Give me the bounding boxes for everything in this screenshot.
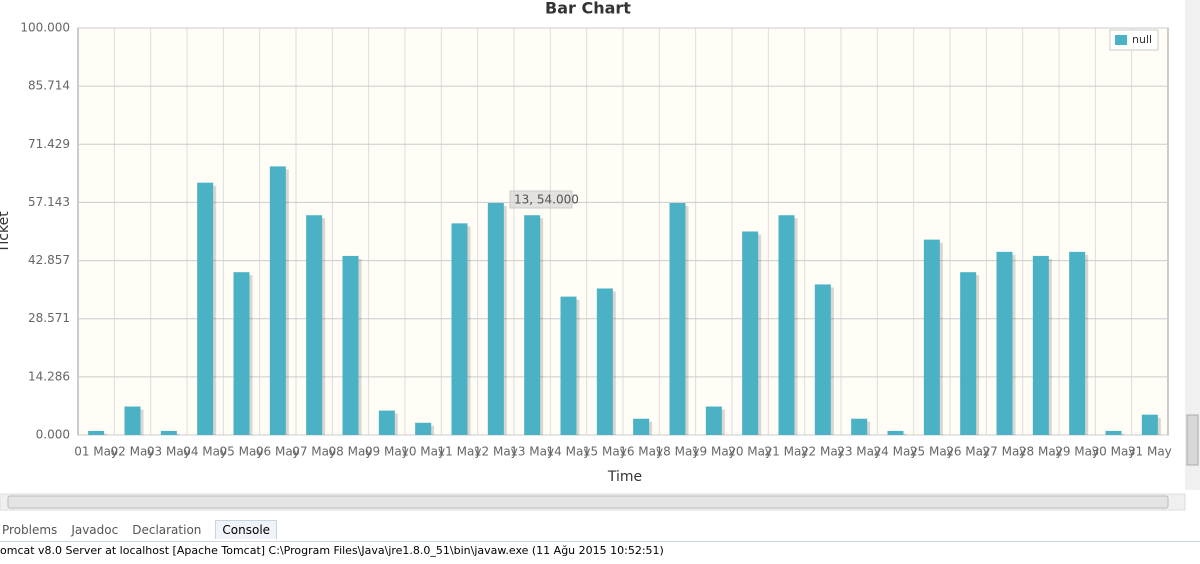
- x-tick-label: 18 May: [656, 445, 700, 459]
- x-tick-label: 27 May: [983, 445, 1027, 459]
- vertical-scroll-thumb[interactable]: [1186, 414, 1199, 466]
- tooltip-box: [509, 190, 573, 209]
- bar: [596, 288, 613, 435]
- x-tick-label: 14 May: [547, 445, 591, 459]
- chart: Bar Chart Time Ticket 0.000 14.286 28.571 4…: [0, 0, 1200, 511]
- bar: [960, 272, 977, 435]
- bar: [996, 251, 1013, 435]
- bar: [669, 203, 686, 435]
- y-tick-label: 100.000: [20, 21, 70, 35]
- bar: [378, 410, 395, 435]
- x-tick-label: 01 May: [74, 445, 118, 459]
- bar: [778, 215, 795, 435]
- bar: [742, 231, 759, 435]
- x-tick-label: 13 May: [510, 445, 554, 459]
- vertical-scrollbar[interactable]: [1185, 0, 1200, 490]
- x-tick-label: 03 May: [147, 445, 191, 459]
- y-axis-label: Ticket: [0, 211, 12, 254]
- y-tick-label: 71.429: [28, 137, 70, 151]
- x-tick-label: 02 May: [111, 445, 155, 459]
- bar: [1069, 251, 1086, 435]
- bar: [269, 166, 286, 435]
- bar: [1105, 430, 1122, 435]
- x-tick-label: 31 May: [1128, 445, 1172, 459]
- x-tick-label: 05 May: [220, 445, 264, 459]
- bar: [306, 215, 323, 435]
- x-tick-label: 23 May: [837, 445, 881, 459]
- legend-label: null: [1132, 33, 1152, 46]
- console-line: omcat v8.0 Server at localhost [Apache T…: [0, 544, 664, 557]
- y-tick-label: 14.286: [28, 369, 70, 383]
- bar: [197, 182, 214, 435]
- x-tick-label: 12 May: [474, 445, 518, 459]
- x-tick-label: 16 May: [619, 445, 663, 459]
- x-tick-label: 28 May: [1019, 445, 1063, 459]
- x-tick-label: 25 May: [910, 445, 954, 459]
- bar: [88, 430, 105, 435]
- bar: [524, 215, 541, 435]
- y-tick-label: 85.714: [28, 79, 70, 93]
- bar: [124, 406, 141, 435]
- view-tabs: Problems Javadoc Declaration Console: [0, 518, 1200, 542]
- x-tick-label: 20 May: [728, 445, 772, 459]
- x-tick-label: 15 May: [583, 445, 627, 459]
- x-tick-label: 08 May: [329, 445, 373, 459]
- tab[interactable]: Javadoc: [71, 522, 119, 537]
- y-tick-label: 28.571: [28, 311, 70, 325]
- x-tick-label: 21 May: [765, 445, 809, 459]
- x-tick-label: 06 May: [256, 445, 300, 459]
- tab-active[interactable]: Console: [215, 520, 278, 539]
- bar: [415, 422, 432, 435]
- x-tick-label: 07 May: [292, 445, 336, 459]
- bar: [233, 272, 250, 435]
- x-tick-label: 09 May: [365, 445, 409, 459]
- bar: [1141, 414, 1158, 435]
- x-tick-label: 22 May: [801, 445, 845, 459]
- chart-title: Bar Chart: [545, 0, 631, 18]
- bar: [814, 284, 831, 435]
- tab[interactable]: Declaration: [132, 522, 202, 537]
- bar: [1032, 255, 1049, 435]
- x-tick-label: 04 May: [183, 445, 227, 459]
- bar: [342, 255, 359, 435]
- x-tick-label: 26 May: [946, 445, 990, 459]
- horizontal-scroll-thumb[interactable]: [7, 495, 1169, 509]
- bar: [851, 418, 868, 435]
- y-tick-label: 42.857: [28, 253, 70, 267]
- x-axis-label: Time: [607, 469, 642, 485]
- y-tick-label: 57.143: [28, 195, 70, 209]
- x-tick-label: 10 May: [401, 445, 445, 459]
- bar: [451, 223, 468, 435]
- bar: [705, 406, 722, 435]
- bar: [560, 296, 577, 435]
- bar: [160, 430, 177, 435]
- x-tick-label: 29 May: [1055, 445, 1099, 459]
- bar: [487, 203, 504, 435]
- bar: [923, 239, 940, 435]
- x-tick-label: 11 May: [438, 445, 482, 459]
- x-tick-label: 19 May: [692, 445, 736, 459]
- legend-swatch: [1115, 35, 1127, 45]
- x-tick-label: 24 May: [874, 445, 918, 459]
- x-tick-label: 30 May: [1092, 445, 1136, 459]
- tab[interactable]: Problems: [2, 522, 58, 537]
- bar: [633, 418, 650, 435]
- bar: [887, 430, 904, 435]
- tooltip-text: 13, 54.000: [514, 193, 579, 207]
- y-tick-label: 0.000: [36, 428, 70, 442]
